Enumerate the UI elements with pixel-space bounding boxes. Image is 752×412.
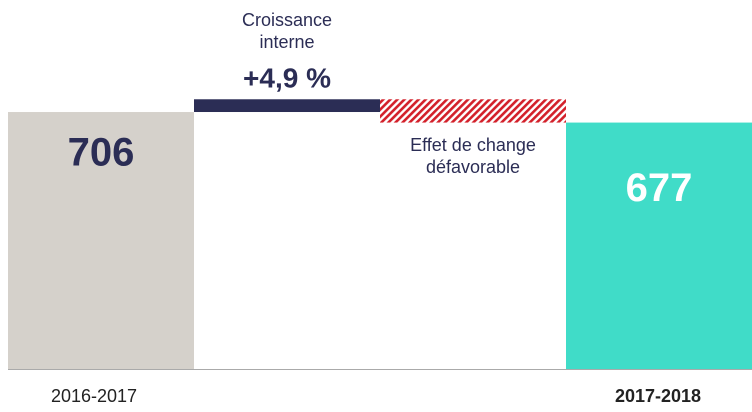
x-tick-label: 2016-2017 <box>51 386 137 406</box>
value-label: 677 <box>626 166 693 210</box>
growth-label: +4,9 % <box>243 62 331 93</box>
step-bar <box>194 99 380 113</box>
value-label: 706 <box>68 131 135 175</box>
step-label: Croissance interne <box>241 10 333 52</box>
x-tick-label: 2017-2018 <box>615 386 701 406</box>
step-label: Effet de change défavorable <box>410 135 536 177</box>
total-bar <box>8 112 194 370</box>
step-bar <box>380 99 566 123</box>
total-bar <box>566 122 752 370</box>
